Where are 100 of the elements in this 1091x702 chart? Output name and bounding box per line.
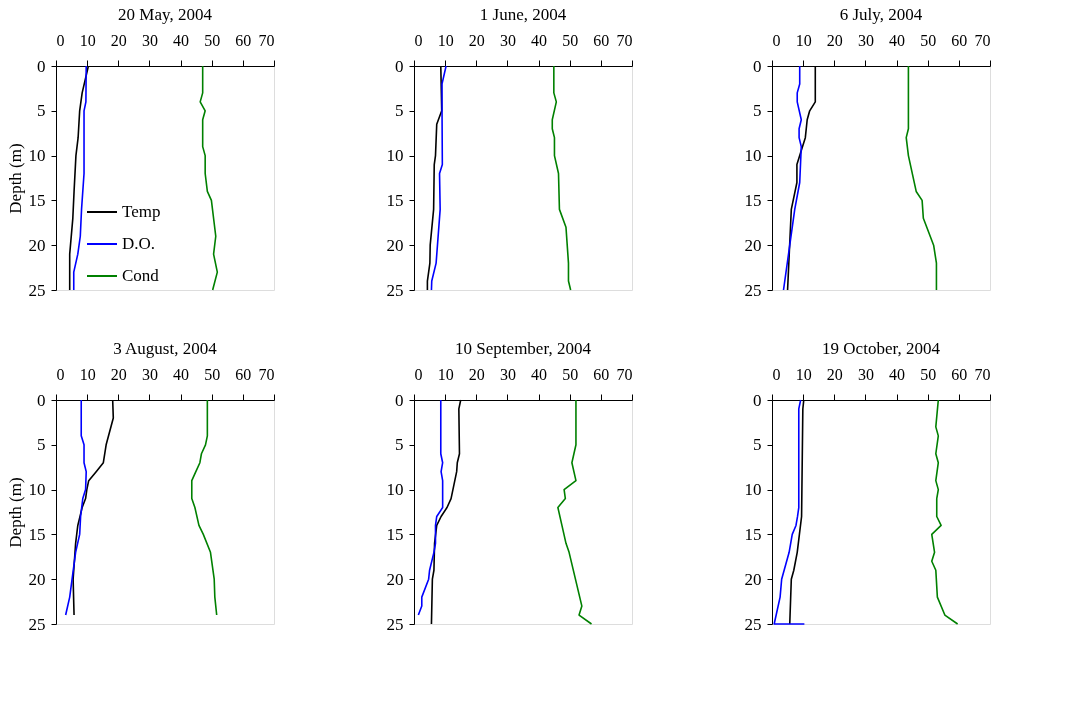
legend-label: Cond [122,266,160,285]
x-tick-label: 50 [204,31,221,49]
line-series [551,65,572,291]
y-tick-label: 0 [753,56,762,76]
x-tick-label: 0 [772,31,781,49]
x-tick-label: 20 [110,365,127,383]
y-tick-label: 25 [744,280,762,300]
y-tick-label: 10 [28,146,46,166]
line-series [905,65,938,291]
x-tick-label: 10 [437,31,454,49]
x-tick-label: 20 [468,365,485,383]
y-tick-label: 0 [37,56,46,76]
y-tick-label: 20 [386,569,404,589]
chart-title: 6 July, 2004 [839,5,923,24]
x-tick-label: 40 [889,31,906,49]
x-tick-label: 60 [951,365,968,383]
x-tick-label: 60 [593,365,610,383]
x-tick-label: 50 [204,365,221,383]
x-tick-label: 40 [173,365,190,383]
y-tick-label: 15 [386,190,404,210]
x-tick-label: 40 [531,31,548,49]
y-tick-label: 25 [744,614,762,634]
y-tick-label: 25 [386,280,404,300]
x-tick-label: 10 [437,365,454,383]
chart-title: 3 August, 2004 [113,339,218,358]
x-tick-label: 60 [951,31,968,49]
y-tick-label: 15 [744,190,762,210]
y-tick-label: 25 [386,614,404,634]
x-tick-label: 30 [499,31,516,49]
line-series [430,65,447,291]
x-tick-label: 0 [772,365,781,383]
x-tick-label: 70 [258,31,275,49]
x-tick-label: 60 [235,31,252,49]
line-series [557,399,593,625]
y-tick-label: 10 [744,480,762,500]
x-tick-label: 0 [56,31,65,49]
y-tick-label: 15 [386,524,404,544]
y-tick-label: 20 [28,235,46,255]
x-tick-label: 30 [857,31,874,49]
line-series [930,399,959,625]
y-tick-label: 5 [37,435,46,455]
line-series [190,399,218,616]
x-tick-label: 70 [974,365,991,383]
y-tick-label: 5 [395,435,404,455]
x-tick-label: 10 [79,365,96,383]
y-tick-label: 0 [37,390,46,410]
x-tick-label: 50 [920,365,937,383]
y-tick-label: 15 [28,190,46,210]
x-tick-label: 30 [141,31,158,49]
x-tick-label: 20 [110,31,127,49]
y-tick-label: 5 [753,435,762,455]
y-tick-label: 0 [395,56,404,76]
x-tick-label: 70 [974,31,991,49]
y-tick-label: 20 [744,569,762,589]
legend-label: D.O. [122,234,156,253]
y-tick-label: 0 [395,390,404,410]
y-tick-label: 25 [28,614,46,634]
y-tick-label: 10 [386,146,404,166]
y-tick-label: 25 [28,280,46,300]
x-tick-label: 40 [173,31,190,49]
x-tick-label: 60 [235,365,252,383]
x-tick-label: 30 [141,365,158,383]
x-tick-label: 0 [414,365,423,383]
x-tick-label: 10 [795,365,812,383]
y-tick-label: 10 [386,480,404,500]
x-tick-label: 40 [531,365,548,383]
x-tick-label: 70 [616,31,633,49]
y-axis-title: Depth (m) [5,143,25,214]
y-tick-label: 20 [386,235,404,255]
x-tick-label: 10 [79,31,96,49]
y-tick-label: 10 [28,480,46,500]
x-tick-label: 70 [258,365,275,383]
chart-title: 19 October, 2004 [822,339,941,358]
line-series [64,399,88,616]
x-tick-label: 60 [593,31,610,49]
y-tick-label: 5 [395,101,404,121]
line-series [417,399,444,616]
y-tick-label: 20 [28,569,46,589]
y-tick-label: 5 [37,101,46,121]
chart-title: 1 June, 2004 [479,5,567,24]
y-axis-title: Depth (m) [5,477,25,548]
x-tick-label: 30 [857,365,874,383]
x-tick-label: 10 [795,31,812,49]
x-tick-label: 20 [826,365,843,383]
line-series [782,65,803,291]
x-tick-label: 0 [56,365,65,383]
x-tick-label: 0 [414,31,423,49]
x-tick-label: 30 [499,365,516,383]
legend-label: Temp [122,202,161,221]
y-tick-label: 15 [28,524,46,544]
x-tick-label: 70 [616,365,633,383]
y-tick-label: 15 [744,524,762,544]
y-tick-label: 20 [744,235,762,255]
chart-title: 20 May, 2004 [118,5,213,24]
y-tick-label: 5 [753,101,762,121]
line-series [199,65,219,291]
x-tick-label: 50 [562,365,579,383]
x-tick-label: 50 [920,31,937,49]
y-tick-label: 0 [753,390,762,410]
x-tick-label: 20 [826,31,843,49]
